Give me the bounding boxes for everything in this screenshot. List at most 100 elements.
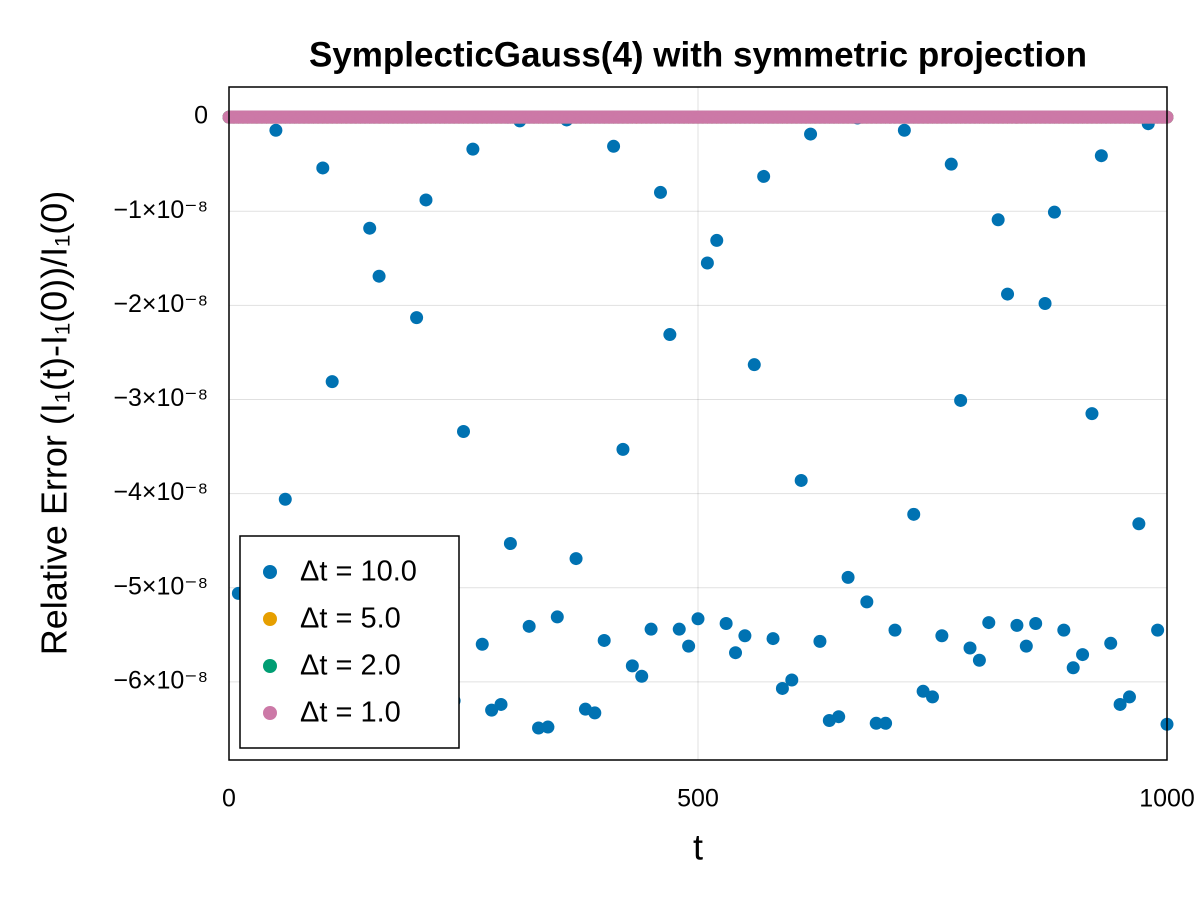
- point: [1076, 648, 1090, 662]
- point: [775, 681, 789, 695]
- point: [1132, 517, 1146, 531]
- point: [907, 507, 921, 521]
- point: [541, 720, 555, 734]
- point: [269, 123, 283, 137]
- point: [813, 634, 827, 648]
- point: [316, 161, 330, 175]
- point: [738, 629, 752, 643]
- point: [1029, 617, 1043, 631]
- y-tick-label: −4×10⁻⁸: [113, 478, 208, 506]
- point: [1066, 661, 1080, 675]
- series: [222, 110, 1174, 124]
- legend-marker: [263, 612, 277, 626]
- legend-marker: [263, 706, 277, 720]
- y-tick-label: −2×10⁻⁸: [113, 290, 208, 318]
- point: [1113, 697, 1127, 711]
- point: [832, 710, 846, 724]
- point: [991, 213, 1005, 227]
- point: [597, 633, 611, 647]
- point: [363, 221, 377, 235]
- point: [982, 616, 996, 630]
- point: [372, 269, 386, 283]
- x-axis-label: t: [693, 827, 703, 868]
- point: [503, 537, 517, 551]
- point: [485, 703, 499, 717]
- legend-label: Δt = 5.0: [300, 603, 401, 635]
- point: [841, 570, 855, 584]
- point: [860, 595, 874, 609]
- y-tick-label: −1×10⁻⁸: [113, 196, 208, 224]
- point: [944, 157, 958, 171]
- point: [653, 185, 667, 199]
- point: [747, 358, 761, 372]
- point: [719, 617, 733, 631]
- point: [1057, 623, 1071, 637]
- point: [888, 623, 902, 637]
- ticks: 0 500 1000 0 −1×10⁻⁸ −2×10⁻⁸ −3×10⁻⁸ −4×10⁻⁸ −5×…: [113, 102, 1194, 813]
- chart-title: SymplecticGauss(4) with symmetric projec…: [309, 35, 1087, 74]
- point: [457, 425, 470, 439]
- y-axis-label: Relative Error (I₁(t)-I₁(0))/I₁(0): [34, 191, 75, 655]
- point: [1122, 690, 1136, 704]
- point: [625, 659, 639, 673]
- x-tick-label: 0: [222, 785, 236, 813]
- point: [897, 123, 911, 137]
- point: [522, 619, 536, 633]
- point: [569, 552, 583, 566]
- point: [710, 233, 724, 247]
- point: [616, 442, 630, 456]
- point: [963, 641, 977, 655]
- legend-marker: [263, 659, 277, 673]
- point: [588, 706, 602, 720]
- point: [954, 393, 968, 407]
- point: [869, 716, 883, 730]
- point: [766, 632, 780, 646]
- point: [804, 127, 818, 141]
- point: [935, 629, 949, 643]
- point: [1151, 623, 1165, 637]
- point: [475, 637, 489, 651]
- point: [419, 193, 433, 207]
- point: [532, 721, 546, 735]
- point: [635, 669, 649, 683]
- point: [466, 142, 480, 156]
- point: [1104, 636, 1118, 650]
- point: [644, 622, 658, 636]
- point: [663, 328, 677, 342]
- legend: Δt = 10.0 Δt = 5.0 Δt = 2.0 Δt = 1.0: [239, 535, 460, 749]
- point: [550, 610, 564, 624]
- point: [682, 639, 696, 653]
- x-tick-label: 1000: [1139, 785, 1195, 813]
- point: [1038, 296, 1052, 310]
- point: [729, 646, 743, 660]
- point: [879, 716, 893, 730]
- point: [972, 653, 986, 667]
- point: [794, 473, 808, 487]
- point: [494, 697, 508, 711]
- x-tick-label: 500: [677, 785, 719, 813]
- point: [700, 256, 714, 270]
- point: [1047, 205, 1061, 219]
- y-tick-label: −3×10⁻⁸: [113, 384, 208, 412]
- y-tick-label: 0: [194, 102, 208, 130]
- point: [1019, 639, 1033, 653]
- legend-marker: [263, 565, 277, 579]
- y-tick-label: −5×10⁻⁸: [113, 572, 208, 600]
- point: [672, 622, 686, 636]
- point: [1085, 407, 1099, 421]
- legend-label: Δt = 1.0: [300, 697, 401, 729]
- plot-marks: [222, 110, 1174, 735]
- point: [1001, 287, 1015, 301]
- point: [1010, 618, 1024, 632]
- legend-label: Δt = 10.0: [300, 556, 417, 588]
- plot-frame: [228, 86, 1168, 761]
- point: [916, 684, 930, 698]
- point: [410, 311, 424, 325]
- point: [785, 673, 799, 687]
- point: [926, 690, 939, 704]
- y-tick-label: −6×10⁻⁸: [113, 666, 208, 694]
- point: [278, 492, 292, 506]
